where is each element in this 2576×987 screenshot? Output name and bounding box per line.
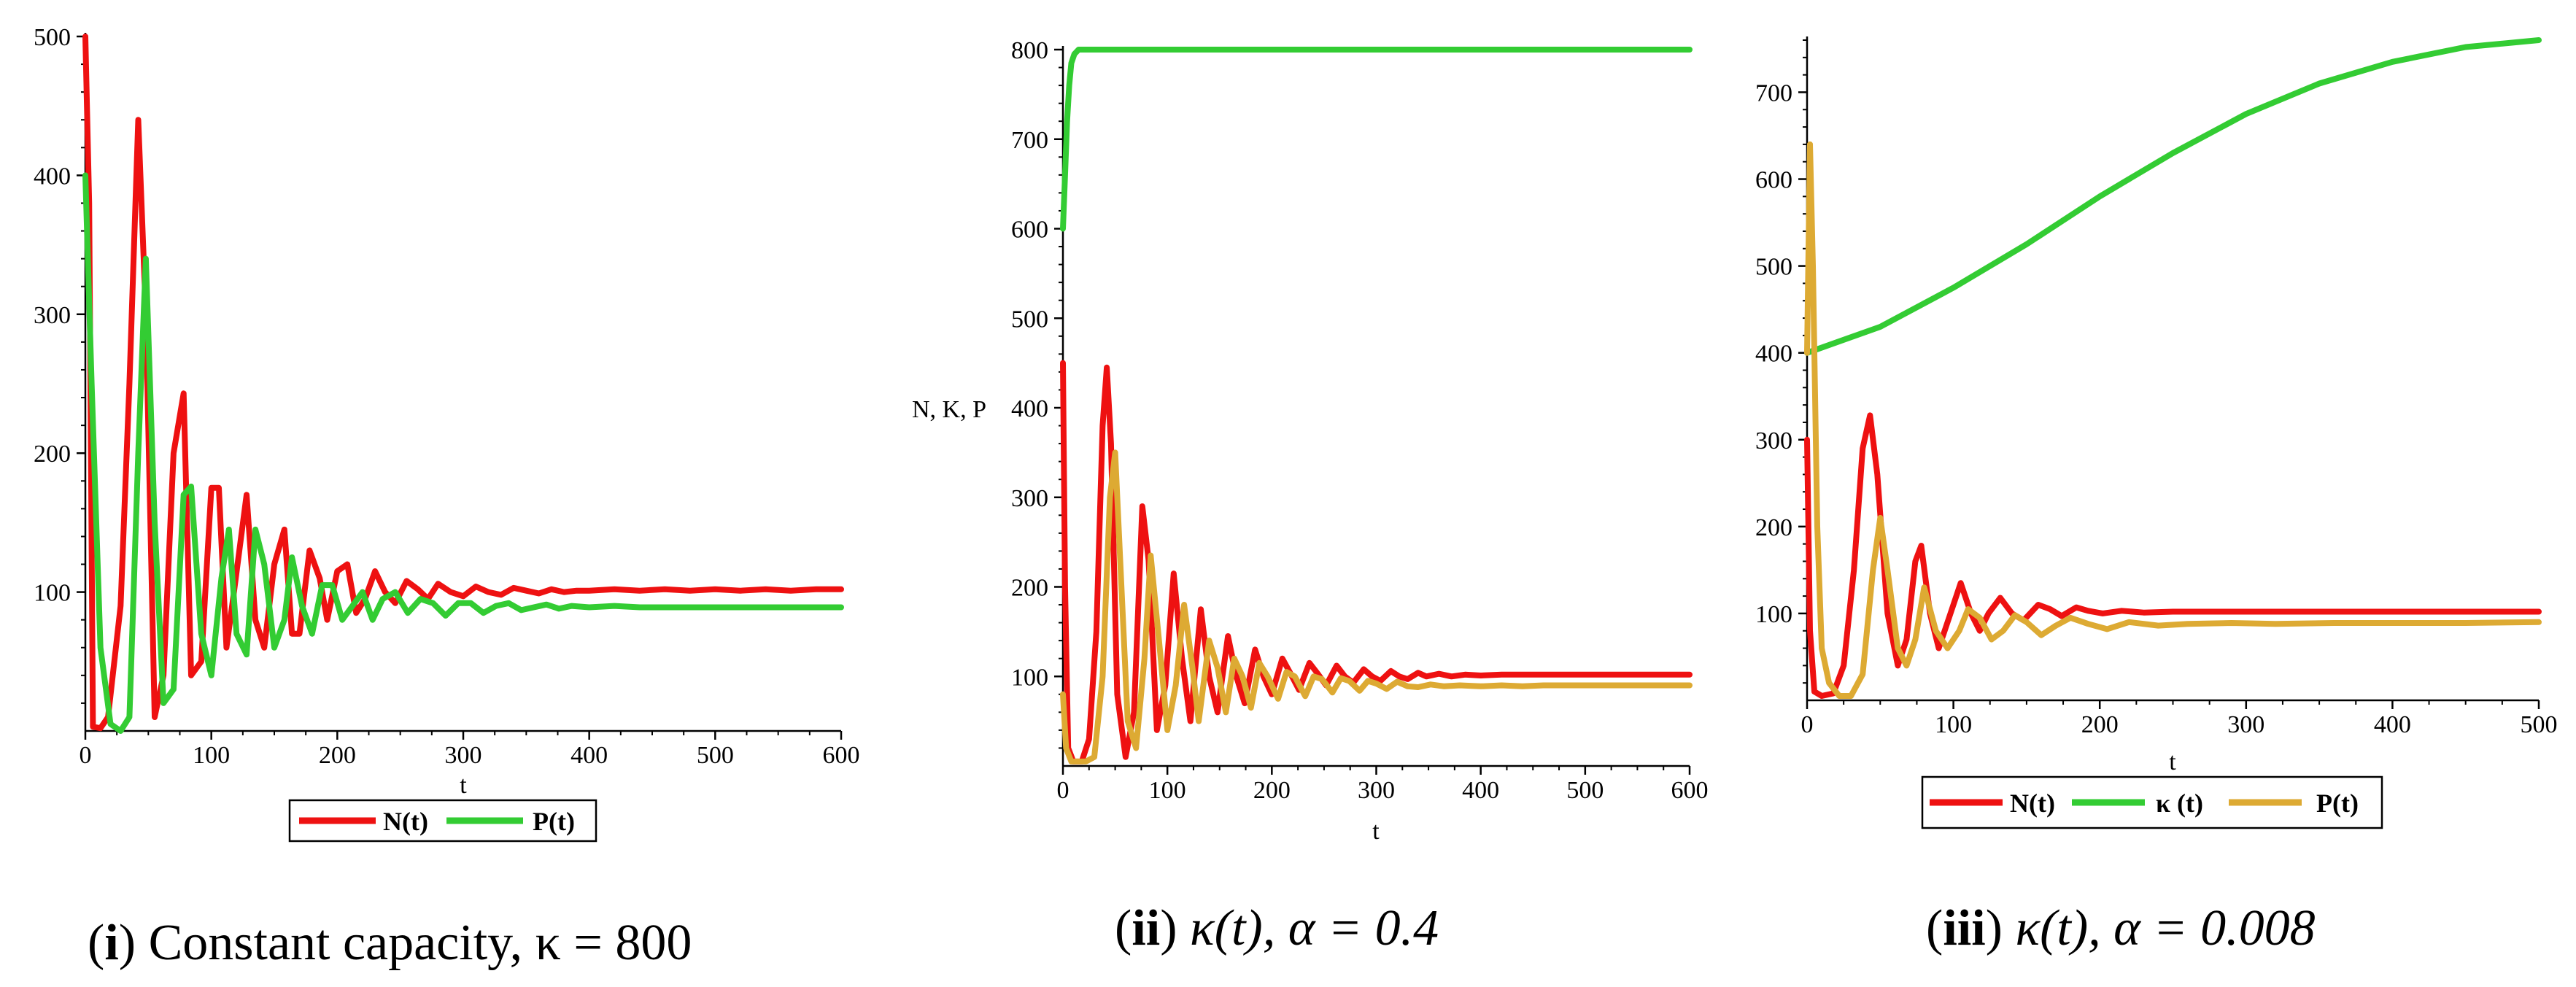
chart-i-caption: (i) Constant capacity, κ = 800 <box>88 915 692 971</box>
chart-i-xlabel: t <box>460 772 467 799</box>
chart-i-series-nt <box>82 34 844 732</box>
chart-ii-series-t <box>1060 47 1693 232</box>
chart-iii-xtick-label: 300 <box>2227 711 2264 738</box>
chart-iii-ytick-label: 400 <box>1755 341 1792 368</box>
chart-iii-series <box>1804 37 2542 699</box>
chart-i-ytick-label: 100 <box>34 580 71 607</box>
chart-ii-caption: (ii) κ(t), α = 0.4 <box>1115 900 1439 956</box>
chart-ii-ytick-label: 600 <box>1011 217 1048 244</box>
chart-iii-caption-text: κ(t), α = 0.008 <box>2015 900 2315 956</box>
chart-ii-xtick-label: 500 <box>1566 777 1604 804</box>
chart-iii-ytick-label: 600 <box>1755 167 1792 194</box>
chart-iii-caption: (iii) κ(t), α = 0.008 <box>1926 900 2316 956</box>
chart-iii-ytick-label: 100 <box>1755 601 1792 628</box>
chart-ii-xtick-label: 300 <box>1358 777 1395 804</box>
chart-iii-ytick-label: 700 <box>1755 80 1792 107</box>
chart-i-legend: N(t) P(t) <box>288 799 597 843</box>
chart-i-xtick-label: 400 <box>570 742 608 769</box>
chart-i-ytick-label: 400 <box>34 163 71 190</box>
chart-i-series-pt <box>82 172 844 734</box>
chart-iii-ytick-label: 500 <box>1755 254 1792 281</box>
chart-i-legend-label-n: N(t) <box>383 807 428 836</box>
chart-ii-xtick-label: 400 <box>1462 777 1499 804</box>
chart-i-ytick-label: 200 <box>34 441 71 468</box>
chart-ii-series-nt <box>1060 360 1693 765</box>
chart-iii-legend-label-k: κ (t) <box>2156 789 2203 818</box>
chart-i-ytick-label: 300 <box>34 302 71 329</box>
chart-iii-xtick-label: 500 <box>2521 711 2558 738</box>
chart-ii-xtick-label: 600 <box>1671 777 1709 804</box>
chart-iii-legend-label-n: N(t) <box>2010 789 2055 818</box>
chart-i-xtick-label: 600 <box>823 742 860 769</box>
chart-ii-ytick-label: 100 <box>1011 664 1048 691</box>
chart-ii-caption-id: ii <box>1132 900 1160 956</box>
chart-i-xtick-label: 0 <box>80 742 92 769</box>
chart-i-series <box>82 34 844 734</box>
chart-iii-ytick-label: 200 <box>1755 514 1792 541</box>
chart-ii-axes: 0 100 200 300 400 500 600 100 200 300 400 500 600 700… <box>1011 37 1709 804</box>
chart-ii-xlabel: t <box>1372 818 1380 845</box>
chart-ii-ytick-label: 500 <box>1011 306 1048 333</box>
chart-ii-ytick-label: 300 <box>1011 485 1048 512</box>
chart-ii-series-pt <box>1060 449 1693 765</box>
chart-i-caption-text: Constant capacity, κ = 800 <box>149 915 692 971</box>
chart-ii-series <box>1060 47 1693 765</box>
chart-i-caption-id: i <box>104 915 118 971</box>
chart-ii-xtick-label: 100 <box>1149 777 1186 804</box>
chart-ii-ytick-label: 200 <box>1011 575 1048 602</box>
chart-iii-xtick-label: 400 <box>2374 711 2411 738</box>
chart-i-axes: 0 100 200 300 400 500 600 100 200 300 400 500 <box>34 24 860 769</box>
chart-iii-ytick-label: 300 <box>1755 427 1792 454</box>
chart-panel-ii: 0 100 200 300 400 500 600 100 200 300 400 500 600 700… <box>912 37 1709 956</box>
chart-iii-series-pt <box>1804 141 2542 699</box>
chart-iii-axes: 0 100 200 300 400 500 100 200 300 400 500 600 700 <box>1755 36 2558 738</box>
chart-i-ytick-label: 500 <box>34 24 71 51</box>
chart-iii-xtick-label: 200 <box>2081 711 2119 738</box>
chart-i-xtick-label: 500 <box>697 742 734 769</box>
chart-ii-ytick-label: 800 <box>1011 37 1048 64</box>
chart-ii-ytick-label: 700 <box>1011 127 1048 154</box>
chart-iii-xlabel: t <box>2169 748 2176 775</box>
chart-iii-series-t <box>1804 37 2542 356</box>
chart-ii-caption-text: κ(t), α = 0.4 <box>1190 900 1439 956</box>
chart-iii-caption-id: iii <box>1943 900 1985 956</box>
chart-i-legend-label-p: P(t) <box>533 807 575 836</box>
chart-i-legend-box <box>288 799 597 843</box>
chart-iii-series-nt <box>1804 412 2542 699</box>
chart-i-xtick-label: 300 <box>445 742 482 769</box>
chart-ii-ytick-label: 400 <box>1011 395 1048 422</box>
chart-iii-xtick-label: 100 <box>1935 711 1972 738</box>
chart-ii-ylabel: N, K, P <box>912 396 986 423</box>
chart-panel-i: 0 100 200 300 400 500 600 100 200 300 400 500 t N(t… <box>34 24 860 971</box>
chart-ii-xtick-label: 0 <box>1057 777 1070 804</box>
chart-ii-xtick-label: 200 <box>1253 777 1291 804</box>
chart-iii-legend: N(t) κ (t) P(t) <box>1921 775 2383 829</box>
chart-iii-xtick-label: 0 <box>1801 711 1814 738</box>
chart-i-xtick-label: 200 <box>319 742 356 769</box>
chart-i-xtick-label: 100 <box>193 742 230 769</box>
chart-iii-legend-label-p: P(t) <box>2316 789 2359 818</box>
